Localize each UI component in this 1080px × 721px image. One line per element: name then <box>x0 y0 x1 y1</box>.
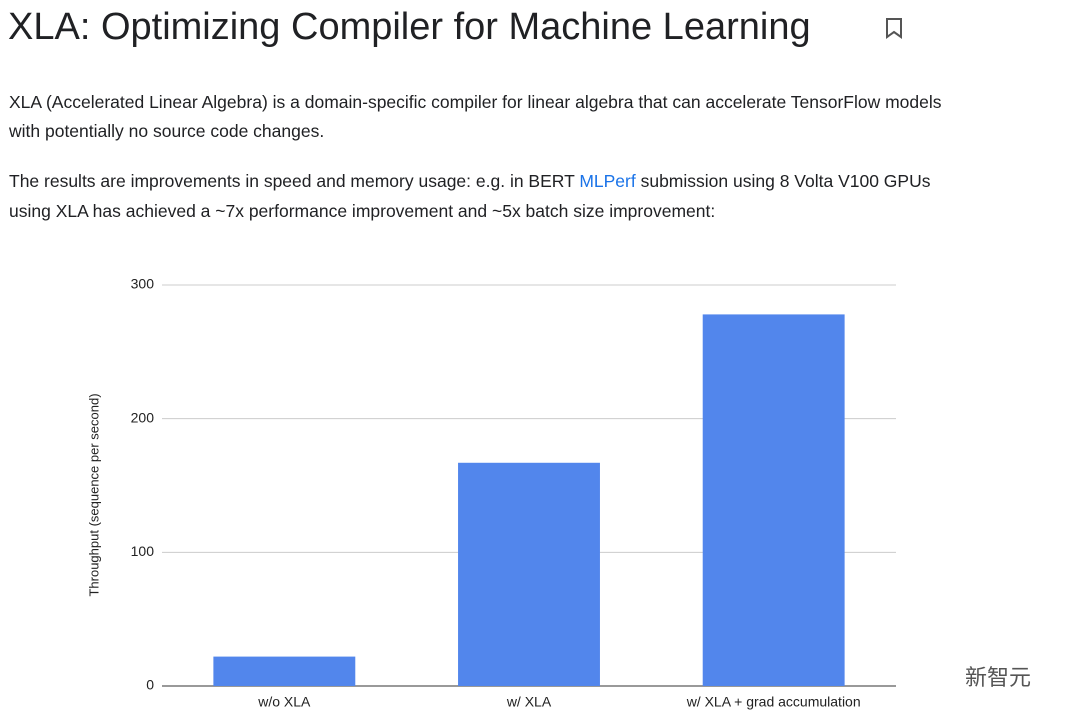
x-tick-label: w/o XLA <box>257 694 311 710</box>
y-axis-label: Throughput (sequence per second) <box>86 393 101 596</box>
x-tick-label: w/ XLA <box>506 694 552 710</box>
y-tick-label: 100 <box>131 543 155 559</box>
text: The results are improvements in speed an… <box>9 171 580 191</box>
link[interactable]: MLPerf <box>579 171 636 191</box>
watermark: 新智元 <box>965 665 1032 690</box>
bar <box>213 656 356 686</box>
y-tick-label: 0 <box>146 677 154 693</box>
y-tick-label: 200 <box>131 409 155 425</box>
y-tick-label: 300 <box>131 276 155 292</box>
chart: Throughput (sequence per second) 0 100 200… <box>86 276 896 710</box>
page-title: XLA: Optimizing Compiler for Machine Lea… <box>8 6 811 48</box>
paragraph-line: using XLA has achieved a ~7x performance… <box>9 201 716 221</box>
paragraph-line: XLA (Accelerated Linear Algebra) is a do… <box>9 92 942 112</box>
paragraph-line: The results are improvements in speed an… <box>9 171 930 192</box>
text: submission using 8 Volta V100 GPUs <box>635 171 931 191</box>
paragraph-line: with potentially no source code changes. <box>9 121 325 141</box>
bar <box>458 462 600 686</box>
x-tick-label: w/ XLA + grad accumulation <box>686 694 861 710</box>
bookmark-icon[interactable] <box>884 17 904 39</box>
bar <box>702 314 845 686</box>
